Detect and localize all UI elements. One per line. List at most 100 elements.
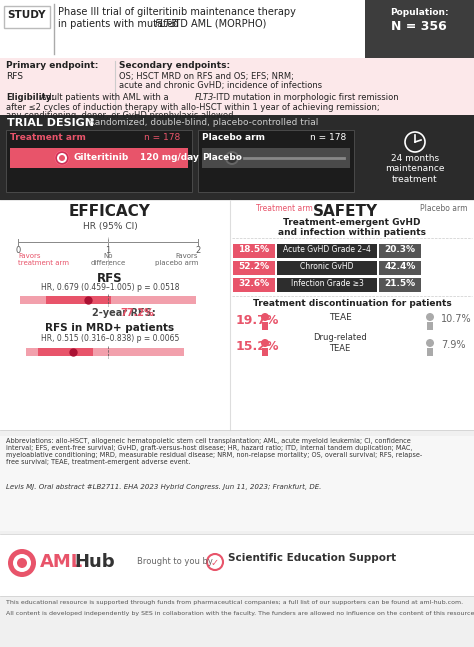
Text: TEAE: TEAE xyxy=(328,313,351,322)
Bar xyxy=(379,278,421,292)
Bar xyxy=(233,244,275,258)
Bar xyxy=(277,244,377,258)
Text: Brought to you by: Brought to you by xyxy=(137,558,213,567)
Text: HR, 0.515 (0.316–0.838) p = 0.0065: HR, 0.515 (0.316–0.838) p = 0.0065 xyxy=(41,334,179,343)
Bar xyxy=(233,261,275,275)
Text: RFS: RFS xyxy=(97,272,123,285)
Text: ✓: ✓ xyxy=(211,558,219,568)
Text: Favors
placebo arm: Favors placebo arm xyxy=(155,253,198,266)
Circle shape xyxy=(13,554,31,572)
Text: AML: AML xyxy=(40,553,83,571)
Circle shape xyxy=(227,153,237,163)
Bar xyxy=(365,0,474,58)
Text: Favors
treatment arm: Favors treatment arm xyxy=(18,253,69,266)
Bar xyxy=(4,6,50,28)
Text: Treatment arm: Treatment arm xyxy=(256,204,313,213)
Text: Randomized, double-blind, placebo-controlled trial: Randomized, double-blind, placebo-contro… xyxy=(83,118,319,127)
Bar xyxy=(360,128,470,194)
Text: This educational resource is supported through funds from pharmaceutical compani: This educational resource is supported t… xyxy=(6,600,463,605)
Text: Chronic GvHD: Chronic GvHD xyxy=(300,262,354,271)
Bar xyxy=(427,348,433,356)
Text: 2-year RFS:: 2-year RFS: xyxy=(92,308,159,318)
Bar xyxy=(0,436,474,531)
Bar xyxy=(6,130,192,192)
Point xyxy=(69,347,77,357)
Bar xyxy=(0,0,474,58)
Bar xyxy=(20,296,196,304)
Text: Gilteritinib: Gilteritinib xyxy=(74,153,129,162)
Circle shape xyxy=(261,339,269,347)
Text: 10.7%: 10.7% xyxy=(441,314,472,324)
Bar xyxy=(277,278,377,292)
Text: HR (95% CI): HR (95% CI) xyxy=(82,222,137,231)
Text: All content is developed independently by SES in collaboration with the faculty.: All content is developed independently b… xyxy=(6,611,474,616)
Text: No
difference: No difference xyxy=(91,253,126,266)
Text: Placebo arm: Placebo arm xyxy=(202,133,265,142)
Text: 15.2%: 15.2% xyxy=(236,340,280,353)
Text: Treatment-emergent GvHD
and infection within patients: Treatment-emergent GvHD and infection wi… xyxy=(278,218,426,237)
Text: RFS: RFS xyxy=(6,72,23,81)
Text: Phase III trial of gilteritinib maintenance therapy: Phase III trial of gilteritinib maintena… xyxy=(58,7,296,17)
Text: Treatment arm: Treatment arm xyxy=(10,133,86,142)
Bar xyxy=(427,322,433,330)
Text: SAFETY: SAFETY xyxy=(312,204,378,219)
Text: Drug-related
TEAE: Drug-related TEAE xyxy=(313,333,367,353)
Circle shape xyxy=(55,151,69,165)
Text: FLT3: FLT3 xyxy=(195,93,214,102)
Text: any conditioning, donor, or GvHD prophylaxis allowed: any conditioning, donor, or GvHD prophyl… xyxy=(6,111,234,120)
Text: 7.9%: 7.9% xyxy=(441,340,465,350)
Bar xyxy=(26,348,184,356)
Text: STUDY: STUDY xyxy=(8,10,46,20)
Text: Infection Grade ≥3: Infection Grade ≥3 xyxy=(291,279,364,288)
Bar xyxy=(38,348,93,356)
Circle shape xyxy=(17,558,27,568)
Text: Acute GvHD Grade 2–4: Acute GvHD Grade 2–4 xyxy=(283,245,371,254)
Text: 52.2%: 52.2% xyxy=(238,262,270,271)
Text: Eligibility:: Eligibility: xyxy=(6,93,55,102)
Bar xyxy=(0,58,474,115)
Text: Treatment discontinuation for patients: Treatment discontinuation for patients xyxy=(253,299,451,308)
Text: Abbreviations: allo-HSCT, allogeneic hematopoietic stem cell transplantation; AM: Abbreviations: allo-HSCT, allogeneic hem… xyxy=(6,438,422,465)
Text: n = 178: n = 178 xyxy=(310,133,346,142)
Bar xyxy=(0,115,474,200)
Text: Hub: Hub xyxy=(74,553,115,571)
Text: Secondary endpoints:: Secondary endpoints: xyxy=(119,61,230,70)
Circle shape xyxy=(426,313,434,321)
Circle shape xyxy=(8,549,36,577)
Text: 19.7%: 19.7% xyxy=(236,314,279,327)
Bar xyxy=(46,296,111,304)
Text: N = 356: N = 356 xyxy=(391,20,447,33)
Bar xyxy=(0,534,474,596)
Text: 18.5%: 18.5% xyxy=(238,245,270,254)
Text: 42.4%: 42.4% xyxy=(384,262,416,271)
Text: 21.5%: 21.5% xyxy=(384,279,416,288)
Circle shape xyxy=(225,151,239,165)
Text: 32.6%: 32.6% xyxy=(238,279,270,288)
Bar xyxy=(379,261,421,275)
Bar xyxy=(379,244,421,258)
Bar xyxy=(262,322,268,330)
Circle shape xyxy=(261,313,269,321)
Point xyxy=(84,295,92,305)
Text: OS; HSCT MRD on RFS and OS; EFS; NRM;: OS; HSCT MRD on RFS and OS; EFS; NRM; xyxy=(119,72,294,81)
Text: Placebo: Placebo xyxy=(202,153,242,162)
Text: EFFICACY: EFFICACY xyxy=(69,204,151,219)
Text: TRIAL DESIGN: TRIAL DESIGN xyxy=(7,118,94,128)
Text: RFS in MRD+ patients: RFS in MRD+ patients xyxy=(46,323,174,333)
Text: after ≤2 cycles of induction therapy with allo-HSCT within 1 year of achieving r: after ≤2 cycles of induction therapy wit… xyxy=(6,103,380,112)
Circle shape xyxy=(59,155,65,161)
Bar xyxy=(233,278,275,292)
Bar xyxy=(198,130,354,192)
Text: Levis MJ. Oral abstract #LB2711. EHA 2023 Hybrid Congress. Jun 11, 2023; Frankfu: Levis MJ. Oral abstract #LB2711. EHA 202… xyxy=(6,484,321,490)
Text: 1: 1 xyxy=(105,246,110,255)
Text: in patients with mutated: in patients with mutated xyxy=(58,19,182,29)
Bar xyxy=(0,596,474,647)
Text: 77.2%: 77.2% xyxy=(120,308,154,318)
Bar xyxy=(202,148,350,168)
Bar xyxy=(10,148,188,168)
Circle shape xyxy=(57,153,67,163)
Text: 120 mg/day: 120 mg/day xyxy=(140,153,199,162)
Bar xyxy=(277,261,377,275)
Text: 20.3%: 20.3% xyxy=(384,245,416,254)
Circle shape xyxy=(426,339,434,347)
